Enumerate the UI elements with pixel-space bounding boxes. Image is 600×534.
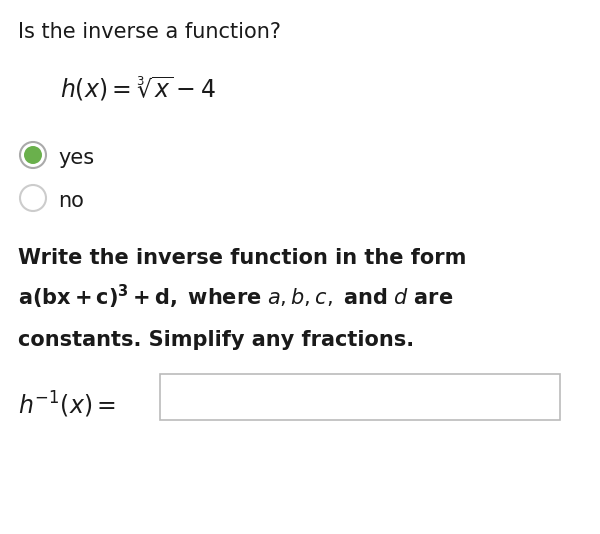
Text: $\mathbf{a(bx + c)^3 + d,}$ $\mathbf{where}$ $\mathit{a, b, c,}$ $\mathbf{and}$ : $\mathbf{a(bx + c)^3 + d,}$ $\mathbf{whe… [18,283,454,311]
Circle shape [24,146,42,164]
FancyBboxPatch shape [160,374,560,420]
Text: Write the inverse function in the form: Write the inverse function in the form [18,248,466,268]
Text: $h(x) = \sqrt[3]{x} - 4$: $h(x) = \sqrt[3]{x} - 4$ [60,75,216,104]
Text: yes: yes [58,148,94,168]
Text: constants. Simplify any fractions.: constants. Simplify any fractions. [18,330,414,350]
Text: $h^{-1}(x) =$: $h^{-1}(x) =$ [18,390,116,420]
Text: Is the inverse a function?: Is the inverse a function? [18,22,281,42]
Circle shape [20,185,46,211]
Text: no: no [58,191,84,211]
